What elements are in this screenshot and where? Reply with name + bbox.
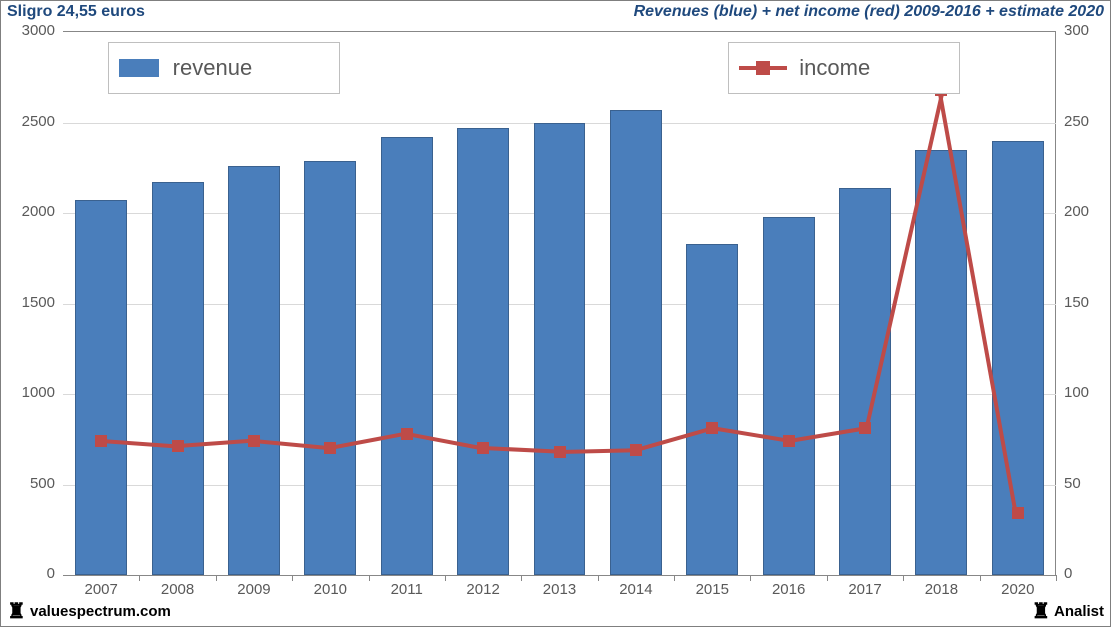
- x-tick: 2011: [369, 581, 445, 598]
- income-marker: [1012, 507, 1024, 519]
- revenue-bar: [839, 188, 891, 575]
- footer-right-text: Analist: [1054, 603, 1104, 620]
- legend-label: revenue: [173, 55, 253, 81]
- x-tick: 2008: [139, 581, 215, 598]
- revenue-bar: [304, 161, 356, 575]
- x-tick: 2009: [216, 581, 292, 598]
- income-marker: [477, 442, 489, 454]
- income-marker: [248, 435, 260, 447]
- footer-left-text: valuespectrum.com: [30, 603, 171, 620]
- y-tick-left: 2000: [22, 203, 55, 220]
- y-tick-left: 500: [30, 475, 55, 492]
- income-marker: [706, 422, 718, 434]
- income-marker: [554, 446, 566, 458]
- x-tick: 2017: [827, 581, 903, 598]
- x-tick: 2010: [292, 581, 368, 598]
- income-marker: [630, 444, 642, 456]
- chart-footer: ♜ valuespectrum.com ♜ Analist: [1, 599, 1110, 626]
- x-tick: 2013: [521, 581, 597, 598]
- x-tick: 2012: [445, 581, 521, 598]
- y-tick-left: 0: [47, 565, 55, 582]
- legend-swatch-bar: [119, 59, 159, 77]
- chart-frame: Sligro 24,55 euros Revenues (blue) + net…: [0, 0, 1111, 627]
- income-marker: [95, 435, 107, 447]
- revenue-bar: [75, 200, 127, 575]
- y-tick-right: 300: [1064, 22, 1089, 39]
- income-marker: [783, 435, 795, 447]
- footer-right: ♜ Analist: [1032, 599, 1104, 624]
- x-tick: 2014: [598, 581, 674, 598]
- revenue-bar: [228, 166, 280, 575]
- rook-icon: ♜: [7, 599, 26, 624]
- x-tick: 2016: [750, 581, 826, 598]
- title-left: Sligro 24,55 euros: [7, 3, 145, 21]
- legend-income: income: [728, 42, 960, 94]
- legend-revenue: revenue: [108, 42, 340, 94]
- y-tick-left: 1500: [22, 294, 55, 311]
- revenue-bar: [457, 128, 509, 575]
- revenue-bar: [152, 182, 204, 575]
- title-right: Revenues (blue) + net income (red) 2009-…: [634, 3, 1104, 21]
- x-tick: 2015: [674, 581, 750, 598]
- x-tick-mark: [1056, 575, 1057, 581]
- income-marker: [172, 440, 184, 452]
- y-tick-right: 50: [1064, 475, 1081, 492]
- revenue-bar: [534, 123, 586, 576]
- revenue-bar: [381, 137, 433, 575]
- plot-area: 0500100015002000250030000501001502002503…: [63, 31, 1056, 576]
- income-marker: [859, 422, 871, 434]
- x-tick: 2018: [903, 581, 979, 598]
- x-tick: 2007: [63, 581, 139, 598]
- y-tick-left: 2500: [22, 113, 55, 130]
- y-tick-right: 0: [1064, 565, 1072, 582]
- y-tick-right: 200: [1064, 203, 1089, 220]
- revenue-bar: [686, 244, 738, 575]
- legend-swatch-line: [739, 59, 787, 77]
- x-tick: 2020: [980, 581, 1056, 598]
- revenue-bar: [610, 110, 662, 575]
- revenue-bar: [763, 217, 815, 575]
- legend-label: income: [799, 55, 870, 81]
- y-tick-right: 100: [1064, 384, 1089, 401]
- y-tick-left: 3000: [22, 22, 55, 39]
- y-tick-right: 150: [1064, 294, 1089, 311]
- y-tick-right: 250: [1064, 113, 1089, 130]
- rook-icon: ♜: [1032, 599, 1051, 624]
- income-marker: [401, 428, 413, 440]
- footer-left: ♜ valuespectrum.com: [7, 599, 171, 624]
- chart-header: Sligro 24,55 euros Revenues (blue) + net…: [1, 1, 1110, 21]
- income-marker: [324, 442, 336, 454]
- y-tick-left: 1000: [22, 384, 55, 401]
